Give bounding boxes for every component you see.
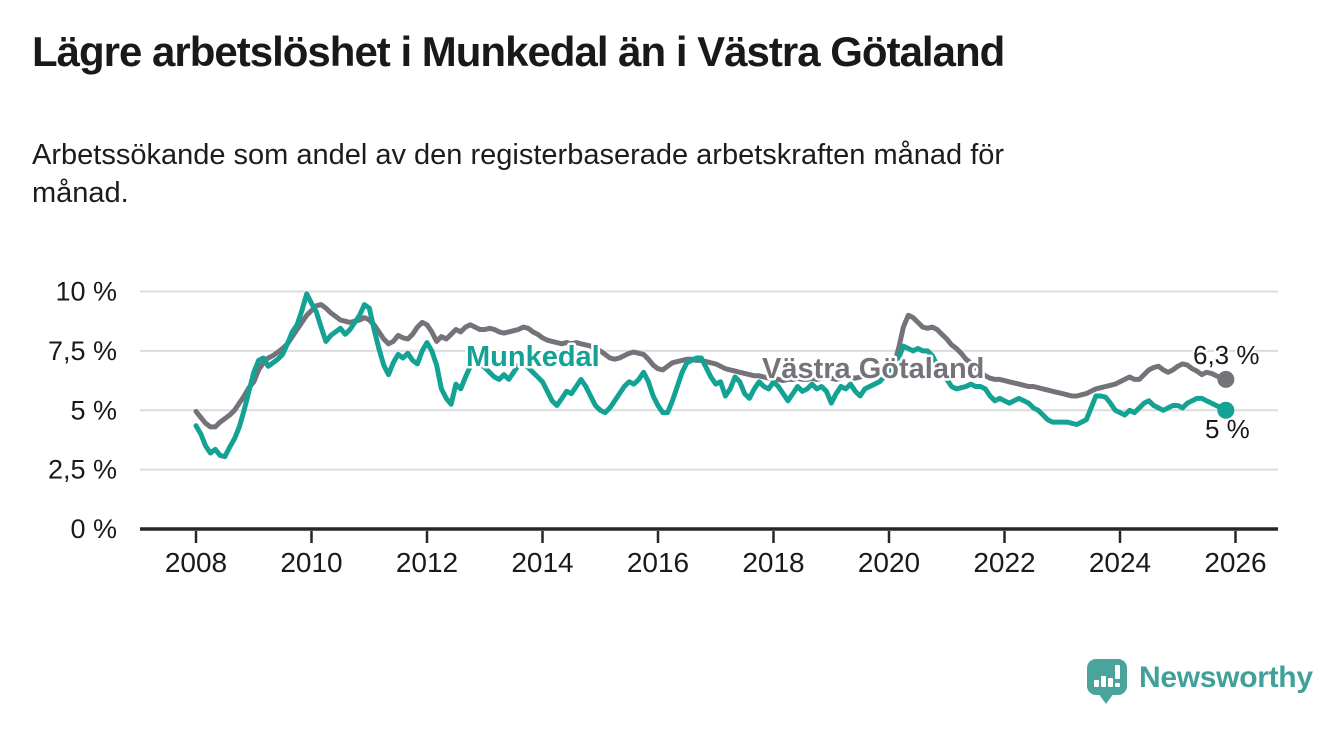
- series-line-munkedal: [193, 291, 1229, 460]
- bar-chart-icon: [1101, 676, 1106, 687]
- y-axis-tick-label: 2,5 %: [48, 455, 117, 485]
- x-axis-tick-label: 2018: [742, 547, 804, 578]
- x-axis-tick-label: 2012: [396, 547, 458, 578]
- series-label-munkedal: Munkedal: [466, 341, 600, 373]
- x-axis-tick-label: 2008: [165, 547, 227, 578]
- bar-chart-icon: [1108, 678, 1113, 687]
- speech-bubble-tail-icon: [1098, 693, 1114, 704]
- series-end-dot: [1217, 370, 1235, 388]
- series-line-v-stra-g-taland: [193, 302, 1229, 430]
- end-value-label: 6,3 %: [1193, 340, 1260, 370]
- exclamation-icon: [1115, 665, 1120, 679]
- newsworthy-wordmark: Newsworthy: [1139, 661, 1313, 694]
- x-axis-tick-label: 2020: [858, 547, 920, 578]
- newsworthy-logo: Newsworthy: [1087, 659, 1313, 704]
- y-axis-tick-label: 0 %: [70, 514, 117, 544]
- series-label-v-stra-g-taland: Västra Götaland: [762, 353, 984, 385]
- x-axis-tick-label: 2014: [511, 547, 573, 578]
- chart-subtitle: Arbetssökande som andel av den registerb…: [32, 136, 1272, 212]
- x-axis-tick-label: 2010: [280, 547, 342, 578]
- subtitle-line-1: Arbetssökande som andel av den registerb…: [32, 139, 1005, 171]
- x-axis-tick-label: 2022: [973, 547, 1035, 578]
- x-axis-tick-label: 2016: [627, 547, 689, 578]
- y-axis-tick-label: 7,5 %: [48, 336, 117, 366]
- subtitle-line-2: månad.: [32, 177, 129, 209]
- x-axis-tick-label: 2024: [1089, 547, 1151, 578]
- exclamation-dot-icon: [1115, 683, 1120, 687]
- newsworthy-logo-icon: [1087, 659, 1127, 704]
- bar-chart-icon: [1094, 680, 1099, 687]
- series-end-dot: [1217, 401, 1235, 419]
- page-title: Lägre arbetslöshet i Munkedal än i Västr…: [32, 28, 1005, 75]
- x-axis-tick-label: 2026: [1204, 547, 1266, 578]
- end-value-label: 5 %: [1205, 414, 1250, 444]
- y-axis-tick-label: 5 %: [70, 395, 117, 425]
- y-axis-tick-label: 10 %: [55, 277, 117, 307]
